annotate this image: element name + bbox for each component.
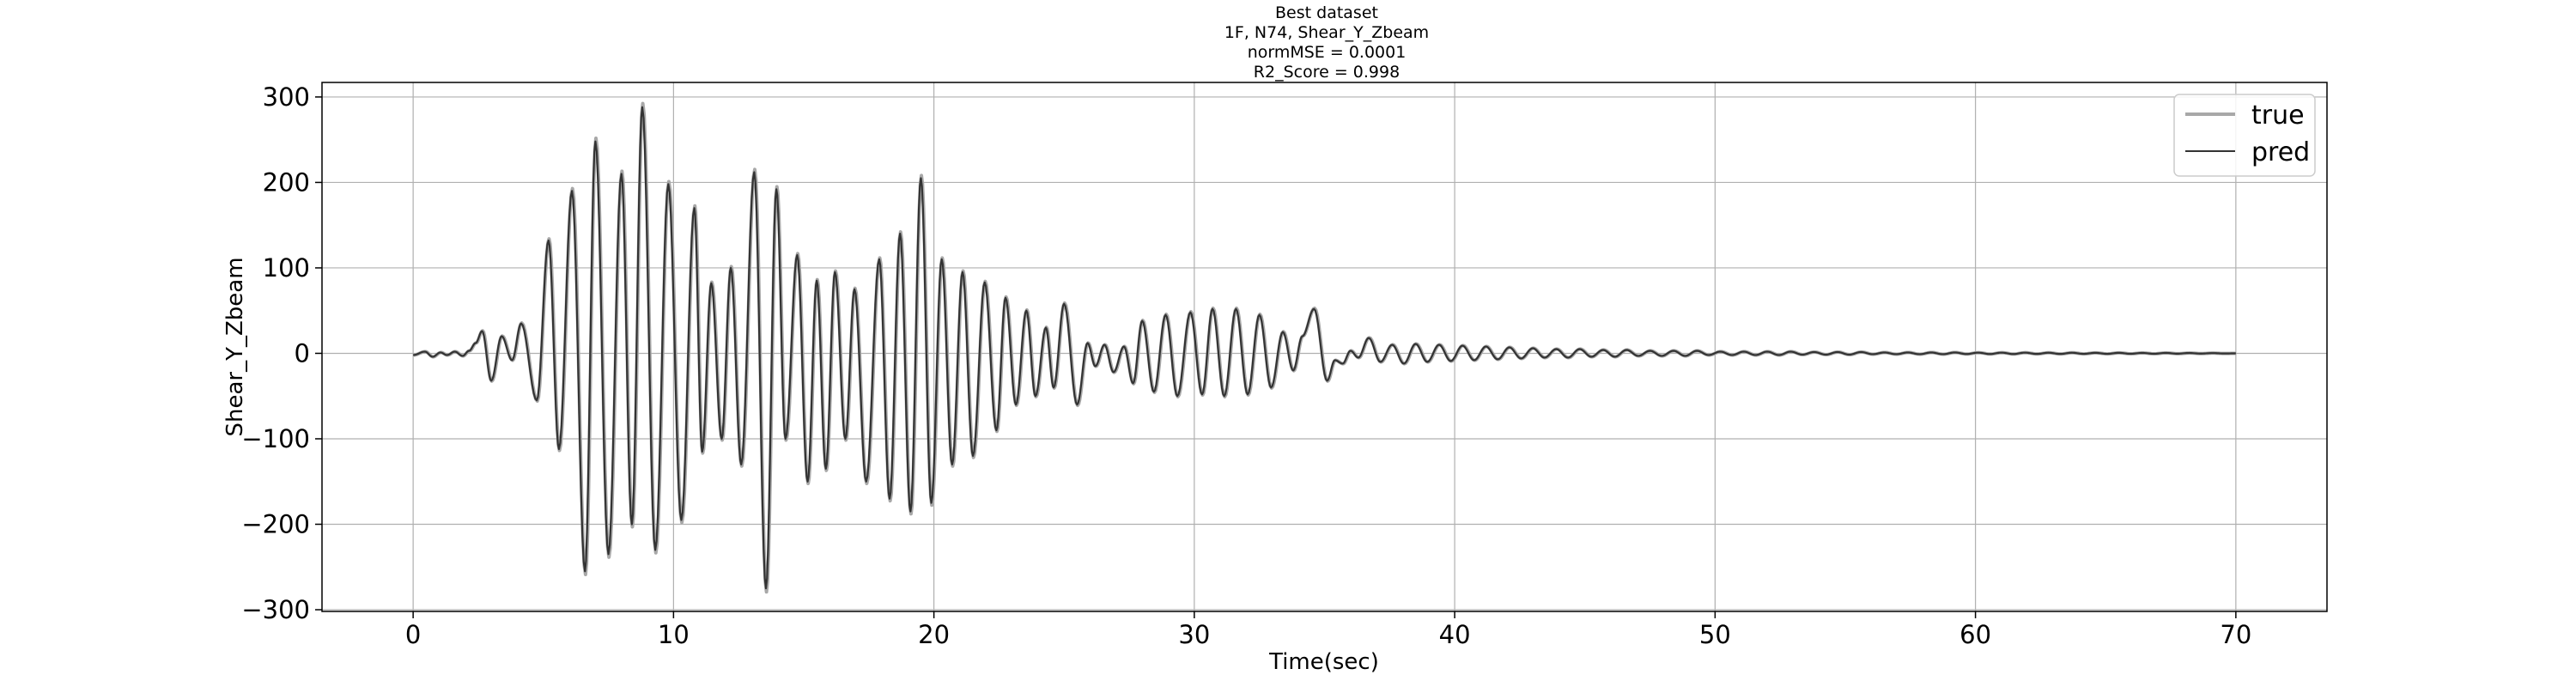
x-tick-label: 50 xyxy=(1699,620,1731,649)
y-tick-label: −100 xyxy=(241,424,310,453)
legend-label-true: true xyxy=(2251,100,2305,131)
y-tick-label: 0 xyxy=(295,338,310,368)
series-pred-line xyxy=(413,106,2236,590)
series-layer xyxy=(413,101,2238,594)
y-tick-label: 200 xyxy=(263,167,310,197)
x-tick-label: 40 xyxy=(1439,620,1471,649)
y-axis-label: Shear_Y_Zbeam xyxy=(222,257,248,436)
x-tick-label: 20 xyxy=(918,620,950,649)
x-tick-label: 60 xyxy=(1959,620,1991,649)
title-line-1: Best dataset xyxy=(1275,3,1378,22)
x-tick-label: 70 xyxy=(2220,620,2251,649)
legend: true pred xyxy=(2173,94,2316,177)
y-tick-label: −300 xyxy=(241,595,310,624)
x-axis-label: Time(sec) xyxy=(1268,649,1379,675)
chart-title: Best dataset 1F, N74, Shear_Y_Zbeam norm… xyxy=(1224,3,1429,82)
series-true-line xyxy=(413,101,2238,594)
y-tick-label: 300 xyxy=(263,82,310,112)
x-tick-label: 30 xyxy=(1178,620,1210,649)
y-tick-label: 100 xyxy=(263,253,310,283)
title-line-2: 1F, N74, Shear_Y_Zbeam xyxy=(1224,23,1429,42)
legend-label-pred: pred xyxy=(2251,137,2310,167)
grid-lines xyxy=(322,82,2327,611)
x-tick-label: 10 xyxy=(658,620,690,649)
axis-ticks: 0 10 20 30 40 50 60 70 −300 −200 −100 0 100 200 300 xyxy=(241,82,2251,649)
title-line-4: R2_Score = 0.998 xyxy=(1254,63,1400,82)
x-tick-label: 0 xyxy=(405,620,421,649)
y-tick-label: −200 xyxy=(241,509,310,538)
title-line-3: normMSE = 0.0001 xyxy=(1248,43,1406,62)
plot-frame xyxy=(321,82,2328,612)
